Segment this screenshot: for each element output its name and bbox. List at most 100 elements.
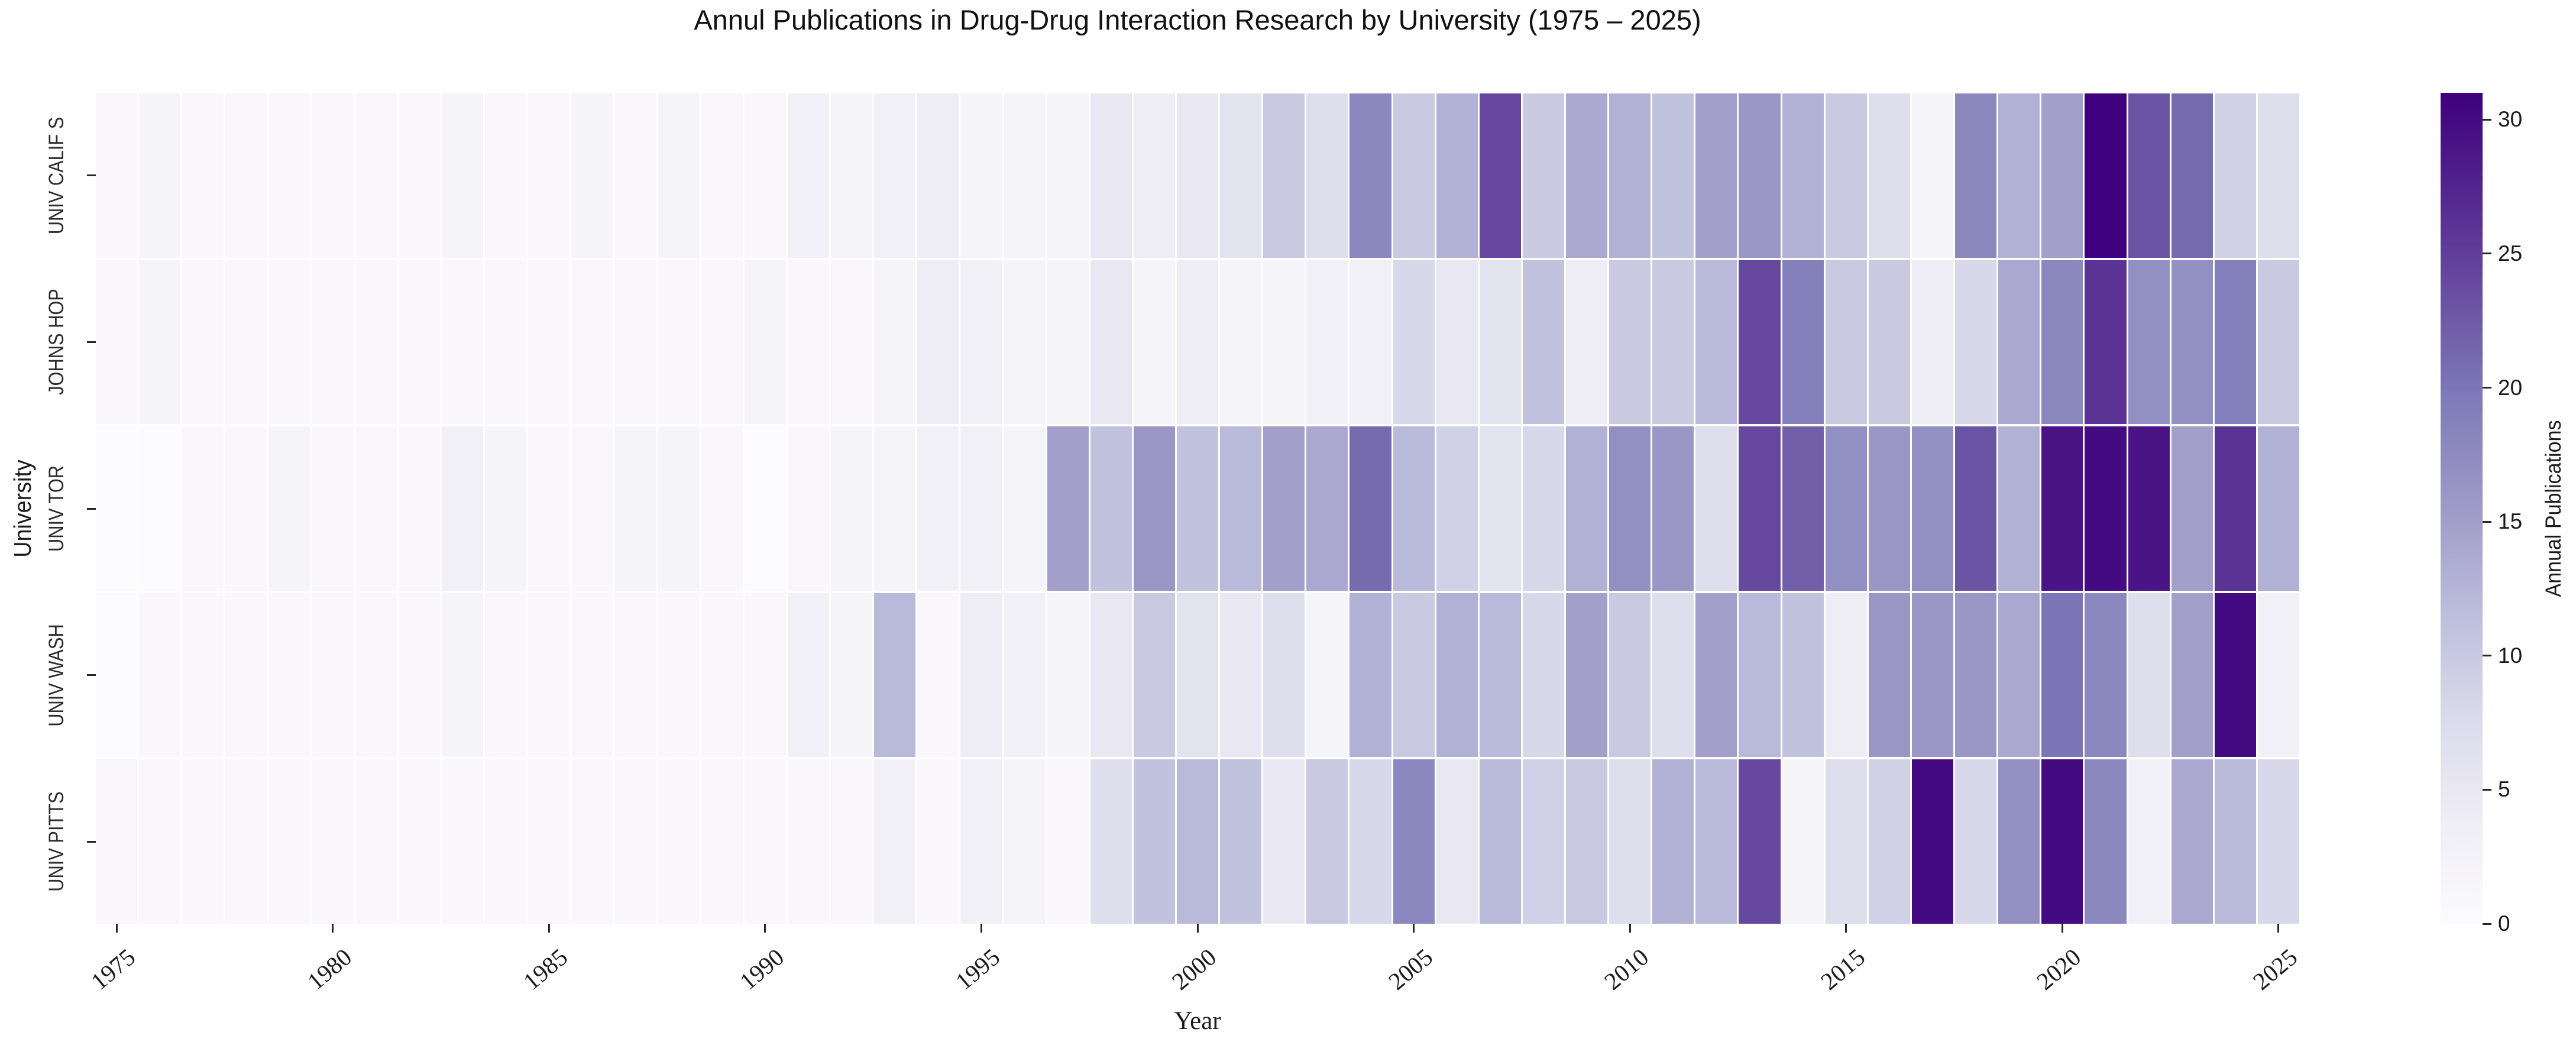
heatmap-cell bbox=[1998, 260, 2040, 425]
heatmap-cell bbox=[1998, 593, 2040, 758]
heatmap-cell bbox=[1955, 93, 1997, 258]
heatmap-cell bbox=[182, 426, 224, 591]
heatmap-cell bbox=[1998, 759, 2040, 924]
heatmap-cell bbox=[1911, 759, 1954, 924]
heatmap-cell bbox=[744, 93, 786, 258]
heatmap-cell bbox=[2041, 426, 2083, 591]
heatmap-cell bbox=[874, 93, 916, 258]
heatmap-cell bbox=[1263, 426, 1305, 591]
heatmap-cell bbox=[2257, 93, 2299, 258]
heatmap-cell bbox=[830, 260, 873, 425]
heatmap-cell bbox=[874, 759, 916, 924]
heatmap-cell bbox=[96, 759, 138, 924]
heatmap-cell bbox=[139, 426, 181, 591]
heatmap-cell bbox=[571, 260, 613, 425]
heatmap-cell bbox=[614, 93, 656, 258]
heatmap-cell bbox=[1176, 593, 1219, 758]
y-tick bbox=[87, 341, 96, 343]
heatmap-cell bbox=[268, 426, 310, 591]
heatmap-cell bbox=[701, 93, 743, 258]
heatmap-cell bbox=[571, 759, 613, 924]
heatmap-cell bbox=[1176, 93, 1219, 258]
heatmap-cell bbox=[1955, 593, 1997, 758]
x-tick-label: 2025 bbox=[2247, 943, 2303, 995]
heatmap-cell bbox=[1004, 426, 1046, 591]
heatmap-cell bbox=[1479, 593, 1521, 758]
heatmap-cell bbox=[528, 93, 570, 258]
heatmap-cell bbox=[441, 759, 484, 924]
colorbar-gradient bbox=[2441, 93, 2483, 924]
heatmap-cell bbox=[485, 593, 527, 758]
heatmap-cell bbox=[312, 593, 354, 758]
heatmap-cell bbox=[1047, 260, 1089, 425]
heatmap-cell bbox=[441, 260, 484, 425]
heatmap-cell bbox=[1609, 260, 1651, 425]
x-tick bbox=[1629, 924, 1631, 933]
heatmap-cell bbox=[658, 593, 700, 758]
heatmap-cell bbox=[1739, 759, 1781, 924]
heatmap-cell bbox=[1522, 93, 1564, 258]
heatmap-cell bbox=[1825, 426, 1867, 591]
heatmap-cell bbox=[1609, 93, 1651, 258]
x-tick bbox=[2061, 924, 2063, 933]
heatmap-cell bbox=[830, 93, 873, 258]
heatmap-cell bbox=[2128, 260, 2170, 425]
heatmap-cell bbox=[1652, 93, 1694, 258]
heatmap-cell bbox=[874, 426, 916, 591]
x-tick bbox=[548, 924, 550, 933]
heatmap-cell bbox=[2171, 260, 2213, 425]
heatmap-cell bbox=[1436, 759, 1478, 924]
heatmap-cell bbox=[1652, 759, 1694, 924]
heatmap-cell bbox=[1955, 260, 1997, 425]
heatmap-cell bbox=[1436, 93, 1478, 258]
heatmap-cell bbox=[2257, 426, 2299, 591]
colorbar-tick-label: 20 bbox=[2498, 375, 2523, 400]
heatmap-cell bbox=[917, 426, 959, 591]
heatmap-cell bbox=[1911, 593, 1954, 758]
heatmap-cell bbox=[1739, 426, 1781, 591]
colorbar-tick bbox=[2483, 387, 2491, 389]
heatmap-cell bbox=[2214, 426, 2256, 591]
heatmap-cell bbox=[485, 426, 527, 591]
heatmap-cell bbox=[1652, 593, 1694, 758]
chart-title: Annul Publications in Drug-Drug Interact… bbox=[694, 4, 1701, 35]
heatmap-cell bbox=[1220, 93, 1262, 258]
heatmap-cell bbox=[1565, 759, 1608, 924]
x-tick-label: 2000 bbox=[1166, 943, 1222, 995]
heatmap-cell bbox=[658, 260, 700, 425]
heatmap-cell bbox=[2214, 759, 2256, 924]
heatmap-cell bbox=[917, 593, 959, 758]
heatmap-cell bbox=[1565, 593, 1608, 758]
colorbar-tick-label: 0 bbox=[2498, 911, 2510, 936]
colorbar-tick bbox=[2483, 923, 2491, 925]
heatmap-cell bbox=[1609, 593, 1651, 758]
heatmap-cell bbox=[571, 426, 613, 591]
heatmap-cell bbox=[1393, 93, 1435, 258]
heatmap-cell bbox=[225, 593, 267, 758]
heatmap-cell bbox=[1739, 260, 1781, 425]
heatmap-cell bbox=[1911, 93, 1954, 258]
heatmap-cell bbox=[1565, 426, 1608, 591]
heatmap-cell bbox=[312, 93, 354, 258]
heatmap-cell bbox=[528, 593, 570, 758]
heatmap-cell bbox=[1522, 426, 1564, 591]
heatmap-cell bbox=[1047, 759, 1089, 924]
heatmap-cell bbox=[1133, 593, 1175, 758]
heatmap-cell bbox=[960, 593, 1002, 758]
heatmap-cell bbox=[1350, 93, 1391, 258]
heatmap-cell bbox=[139, 93, 181, 258]
heatmap-cell bbox=[1998, 426, 2040, 591]
heatmap-cell bbox=[1782, 260, 1824, 425]
heatmap-cell bbox=[398, 593, 440, 758]
heatmap-cell bbox=[1911, 426, 1954, 591]
heatmap-cell bbox=[2085, 593, 2127, 758]
heatmap-cell bbox=[2128, 93, 2170, 258]
colorbar-label: Annual Publications bbox=[2541, 420, 2565, 597]
heatmap-cell bbox=[1868, 93, 1910, 258]
heatmap-cell bbox=[1176, 260, 1219, 425]
heatmap-cell bbox=[1739, 593, 1781, 758]
colorbar-tick bbox=[2483, 520, 2491, 523]
heatmap-cell bbox=[355, 593, 397, 758]
heatmap-cell bbox=[1306, 593, 1348, 758]
heatmap-cell bbox=[2214, 593, 2256, 758]
